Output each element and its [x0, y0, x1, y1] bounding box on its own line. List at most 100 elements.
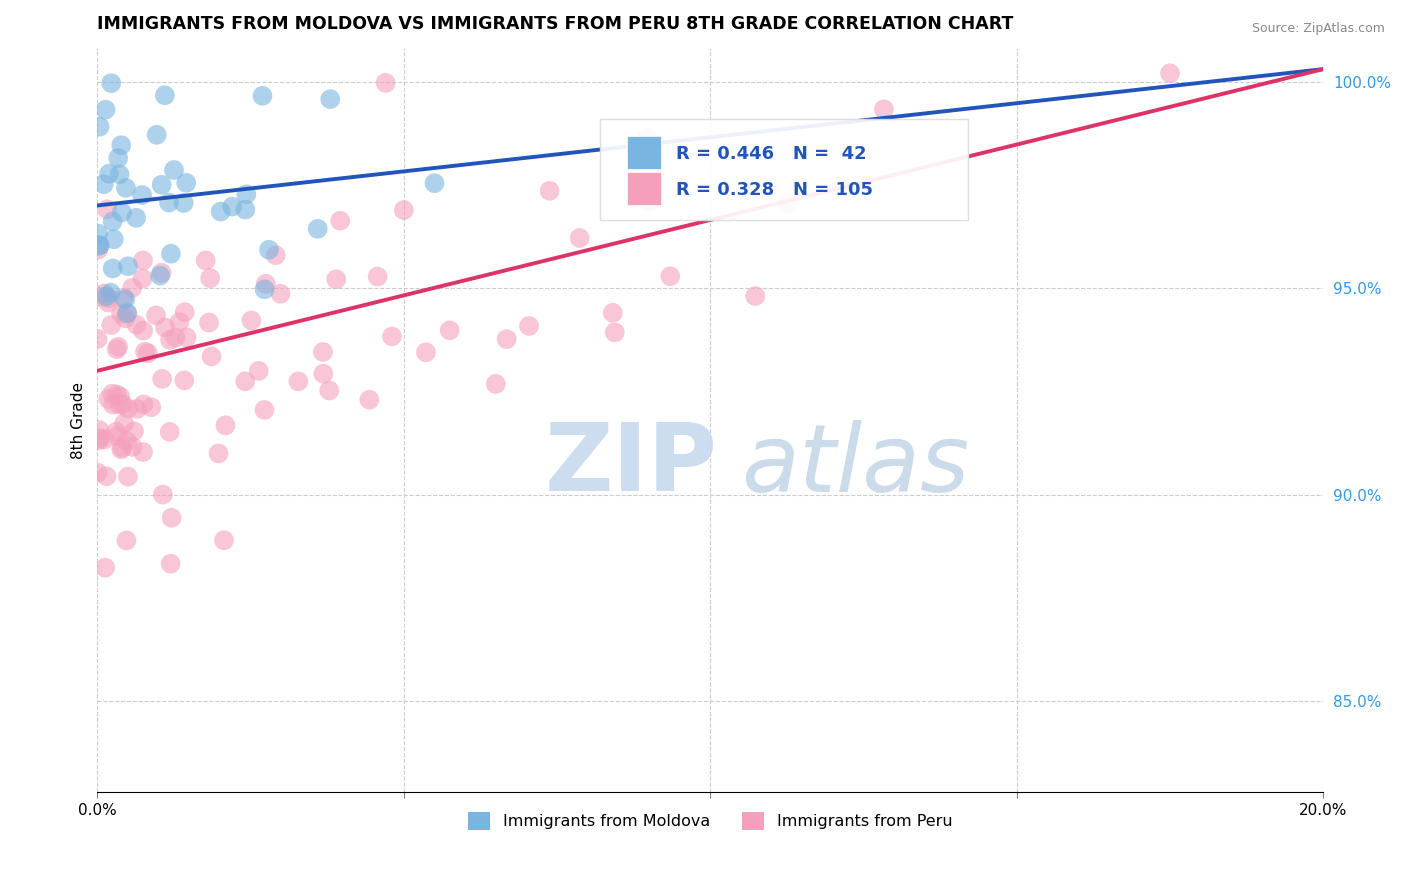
Text: atlas: atlas [741, 419, 969, 510]
Point [152, 487, 174, 501]
Point [873, 103, 896, 117]
Point [214, 418, 236, 433]
Point [100, 76, 122, 90]
Point [93, 286, 115, 301]
Point [381, 329, 404, 343]
Point [105, 387, 128, 401]
Point [110, 390, 132, 404]
Point [194, 253, 217, 268]
Point [329, 213, 352, 227]
Point [108, 167, 131, 181]
Point [87, 289, 110, 303]
Point [367, 269, 389, 284]
Point [159, 425, 181, 439]
Point [221, 200, 243, 214]
Point [93, 177, 115, 191]
Point [121, 281, 143, 295]
Text: Source: ZipAtlas.com: Source: ZipAtlas.com [1251, 22, 1385, 36]
Point [776, 196, 799, 211]
Point [125, 211, 148, 225]
Point [132, 253, 155, 268]
Point [485, 376, 508, 391]
Point [1159, 66, 1181, 80]
Point [538, 184, 561, 198]
Point [173, 373, 195, 387]
Point [165, 330, 187, 344]
Point [87, 227, 110, 241]
Point [89, 238, 111, 252]
Point [207, 446, 229, 460]
Point [517, 318, 540, 333]
Point [325, 272, 347, 286]
Y-axis label: 8th Grade: 8th Grade [72, 382, 86, 458]
Point [98, 167, 121, 181]
Point [89, 423, 111, 437]
Point [114, 311, 136, 326]
Point [495, 332, 517, 346]
Point [97, 291, 120, 305]
Point [101, 261, 124, 276]
Point [253, 403, 276, 417]
Point [117, 401, 139, 416]
Point [96, 469, 118, 483]
Point [439, 323, 461, 337]
Point [111, 205, 134, 219]
Point [101, 214, 124, 228]
Point [132, 445, 155, 459]
Point [125, 318, 148, 332]
Point [110, 138, 132, 153]
Point [174, 176, 197, 190]
Point [115, 307, 138, 321]
Point [159, 557, 181, 571]
Point [141, 401, 163, 415]
Point [212, 533, 235, 548]
Point [235, 202, 257, 217]
Point [108, 397, 131, 411]
Point [111, 441, 134, 455]
Point [240, 313, 263, 327]
Point [209, 204, 232, 219]
Point [318, 384, 340, 398]
Point [117, 469, 139, 483]
Point [423, 176, 446, 190]
Point [112, 291, 135, 305]
Point [247, 364, 270, 378]
Point [107, 151, 129, 165]
Point [253, 282, 276, 296]
Point [254, 277, 277, 291]
Point [636, 130, 658, 145]
Point [86, 466, 108, 480]
Point [89, 238, 111, 252]
Point [392, 202, 415, 217]
Point [89, 120, 111, 134]
Point [638, 194, 661, 209]
Text: R = 0.446   N =  42: R = 0.446 N = 42 [676, 145, 866, 163]
Point [307, 221, 329, 235]
Point [86, 332, 108, 346]
Text: IMMIGRANTS FROM MOLDOVA VS IMMIGRANTS FROM PERU 8TH GRADE CORRELATION CHART: IMMIGRANTS FROM MOLDOVA VS IMMIGRANTS FR… [97, 15, 1014, 33]
Bar [627, 136, 661, 169]
Point [744, 289, 766, 303]
Point [312, 345, 335, 359]
Point [96, 289, 118, 303]
Point [198, 271, 221, 285]
Point [153, 88, 176, 103]
Point [150, 178, 173, 192]
Point [415, 345, 437, 359]
Point [96, 202, 118, 217]
Point [198, 316, 221, 330]
Point [115, 434, 138, 449]
Point [163, 163, 186, 178]
Point [176, 330, 198, 344]
Point [270, 286, 292, 301]
Point [112, 417, 135, 431]
Point [173, 305, 195, 319]
Point [145, 128, 167, 142]
Point [89, 431, 111, 445]
Point [319, 92, 342, 106]
Point [97, 392, 120, 406]
Point [101, 386, 124, 401]
Point [110, 442, 132, 457]
Point [100, 285, 122, 300]
Point [157, 195, 180, 210]
